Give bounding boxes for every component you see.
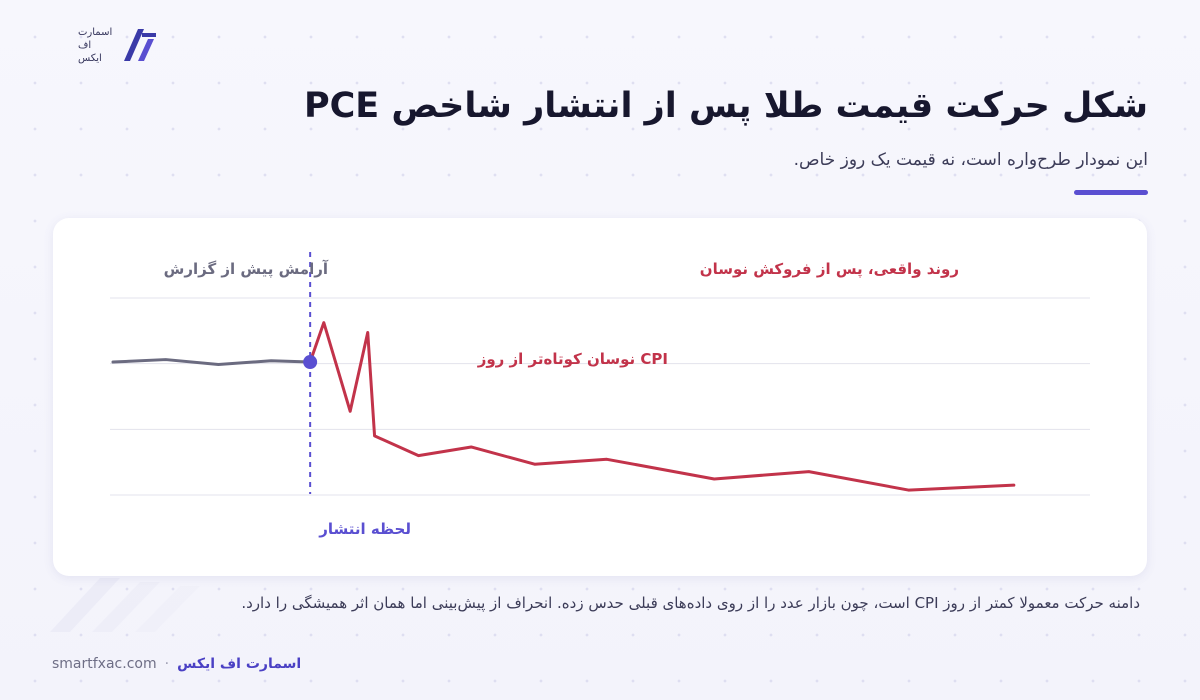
footer-url[interactable]: smartfxac.com <box>52 656 157 672</box>
series-line-post-report <box>308 321 1016 492</box>
brand-logo-line-1: اسمارت <box>78 26 113 38</box>
annotation-pre-report: آرامش پیش از گزارش <box>164 260 329 279</box>
brand-arrow-icon <box>124 29 157 61</box>
page-footer: smartfxac.com · اسمارت اف ایکس <box>52 656 301 672</box>
line-chart: آرامش پیش از گزارش روند واقعی، پس از فرو… <box>110 252 1090 538</box>
title-accent-bar <box>1074 190 1148 195</box>
annotation-release-moment: لحظه انتشار <box>318 520 411 538</box>
release-moment-marker <box>303 355 318 370</box>
brand-logo: اسمارت اف ایکس <box>78 22 174 68</box>
chart-footnote: دامنه حرکت معمولا کمتر از روز CPI است، چ… <box>241 594 1140 612</box>
page-subtitle: این نمودار طرح‌واره است، نه قیمت یک روز … <box>793 150 1148 170</box>
brand-logo-line-2: اف <box>78 39 92 51</box>
annotation-trend: روند واقعی، پس از فروکش نوسان <box>700 260 959 279</box>
annotation-volatility: نوسان کوتاه‌تر از روز CPI <box>477 350 668 368</box>
brand-logo-text: اسمارت اف ایکس <box>78 26 112 65</box>
chart-card: آرامش پیش از گزارش روند واقعی، پس از فرو… <box>53 218 1147 576</box>
footer-separator: · <box>164 656 170 672</box>
brand-logo-line-3: ایکس <box>78 52 102 64</box>
footer-brand: اسمارت اف ایکس <box>177 656 302 672</box>
page-title: شکل حرکت قیمت طلا پس از انتشار شاخص PCE <box>303 86 1148 126</box>
series-line-pre-report <box>111 358 312 366</box>
watermark-logo-icon <box>50 578 200 632</box>
